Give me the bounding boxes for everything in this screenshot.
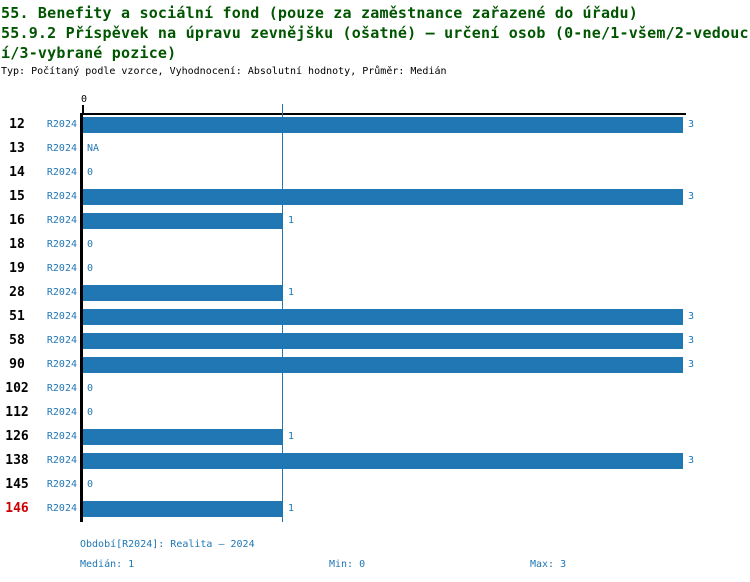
row-id-label: 146 xyxy=(5,501,29,516)
chart-row: 145 R2024 0 xyxy=(0,473,750,497)
value-label: NA xyxy=(87,143,100,154)
row-id-label: 102 xyxy=(5,381,29,396)
value-label: 3 xyxy=(688,335,695,346)
footer-median: Medián: 1 xyxy=(80,559,135,570)
row-id-label: 14 xyxy=(9,165,25,180)
y-axis-line xyxy=(80,113,83,522)
chart-row: 19 R2024 0 xyxy=(0,257,750,281)
chart-row: 13 R2024 NA xyxy=(0,137,750,161)
chart-row: 14 R2024 0 xyxy=(0,161,750,185)
series-label: R2024 xyxy=(46,167,77,178)
row-id-label: 138 xyxy=(5,453,29,468)
report-title-line-3: í/3-vybrané pozice) xyxy=(1,44,177,62)
value-label: 0 xyxy=(87,263,94,274)
row-id-label: 12 xyxy=(9,117,25,132)
chart-row: 51 R2024 3 xyxy=(0,305,750,329)
series-label: R2024 xyxy=(46,335,77,346)
row-id-label: 145 xyxy=(5,477,29,492)
row-id-label: 28 xyxy=(9,285,25,300)
value-label: 0 xyxy=(87,407,94,418)
value-label: 0 xyxy=(87,167,94,178)
row-id-label: 51 xyxy=(9,309,25,324)
series-label: R2024 xyxy=(46,407,77,418)
value-label: 0 xyxy=(87,479,94,490)
value-bar xyxy=(83,429,283,445)
value-label: 3 xyxy=(688,311,695,322)
report-title-line-1: 55. Benefity a sociální fond (pouze za z… xyxy=(1,4,638,22)
value-bar xyxy=(83,309,683,325)
value-label: 3 xyxy=(688,359,695,370)
chart-row: 16 R2024 1 xyxy=(0,209,750,233)
series-label: R2024 xyxy=(46,119,77,130)
value-bar xyxy=(83,453,683,469)
series-label: R2024 xyxy=(46,455,77,466)
series-label: R2024 xyxy=(46,239,77,250)
chart-row: 138 R2024 3 xyxy=(0,449,750,473)
chart-row: 112 R2024 0 xyxy=(0,401,750,425)
chart-row: 146 R2024 1 xyxy=(0,497,750,521)
x-axis-tick xyxy=(82,105,84,114)
row-id-label: 18 xyxy=(9,237,25,252)
footer-period: Období[R2024]: Realita – 2024 xyxy=(80,539,255,550)
footer-max: Max: 3 xyxy=(530,559,567,570)
series-label: R2024 xyxy=(46,143,77,154)
value-label: 1 xyxy=(288,215,295,226)
chart-row: 12 R2024 3 xyxy=(0,113,750,137)
row-id-label: 13 xyxy=(9,141,25,156)
value-bar xyxy=(83,357,683,373)
value-label: 1 xyxy=(288,503,295,514)
series-label: R2024 xyxy=(46,191,77,202)
series-label: R2024 xyxy=(46,383,77,394)
value-bar xyxy=(83,213,283,229)
series-label: R2024 xyxy=(46,359,77,370)
series-label: R2024 xyxy=(46,479,77,490)
chart-row: 18 R2024 0 xyxy=(0,233,750,257)
row-id-label: 126 xyxy=(5,429,29,444)
value-bar xyxy=(83,117,683,133)
series-label: R2024 xyxy=(46,215,77,226)
row-id-label: 16 xyxy=(9,213,25,228)
value-bar xyxy=(83,501,283,517)
row-id-label: 112 xyxy=(5,405,29,420)
chart-row: 28 R2024 1 xyxy=(0,281,750,305)
chart-row: 15 R2024 3 xyxy=(0,185,750,209)
series-label: R2024 xyxy=(46,311,77,322)
value-label: 1 xyxy=(288,431,295,442)
value-bar xyxy=(83,189,683,205)
series-label: R2024 xyxy=(46,431,77,442)
report-title-line-2: 55.9.2 Příspěvek na úpravu zevnějšku (oš… xyxy=(1,24,749,42)
x-axis-tick-label-0: 0 xyxy=(80,94,88,105)
row-id-label: 15 xyxy=(9,189,25,204)
report-meta: Typ: Počítaný podle vzorce, Vyhodnocení:… xyxy=(1,66,447,77)
value-label: 3 xyxy=(688,191,695,202)
value-label: 3 xyxy=(688,455,695,466)
chart-row: 90 R2024 3 xyxy=(0,353,750,377)
value-label: 0 xyxy=(87,239,94,250)
value-label: 3 xyxy=(688,119,695,130)
value-label: 0 xyxy=(87,383,94,394)
axis-top-line xyxy=(80,113,686,115)
row-id-label: 90 xyxy=(9,357,25,372)
value-bar xyxy=(83,285,283,301)
chart-row: 58 R2024 3 xyxy=(0,329,750,353)
footer-min: Min: 0 xyxy=(329,559,366,570)
series-label: R2024 xyxy=(46,263,77,274)
row-id-label: 58 xyxy=(9,333,25,348)
chart-row: 126 R2024 1 xyxy=(0,425,750,449)
value-bar xyxy=(83,333,683,349)
series-label: R2024 xyxy=(46,287,77,298)
row-id-label: 19 xyxy=(9,261,25,276)
series-label: R2024 xyxy=(46,503,77,514)
value-label: 1 xyxy=(288,287,295,298)
chart-row: 102 R2024 0 xyxy=(0,377,750,401)
